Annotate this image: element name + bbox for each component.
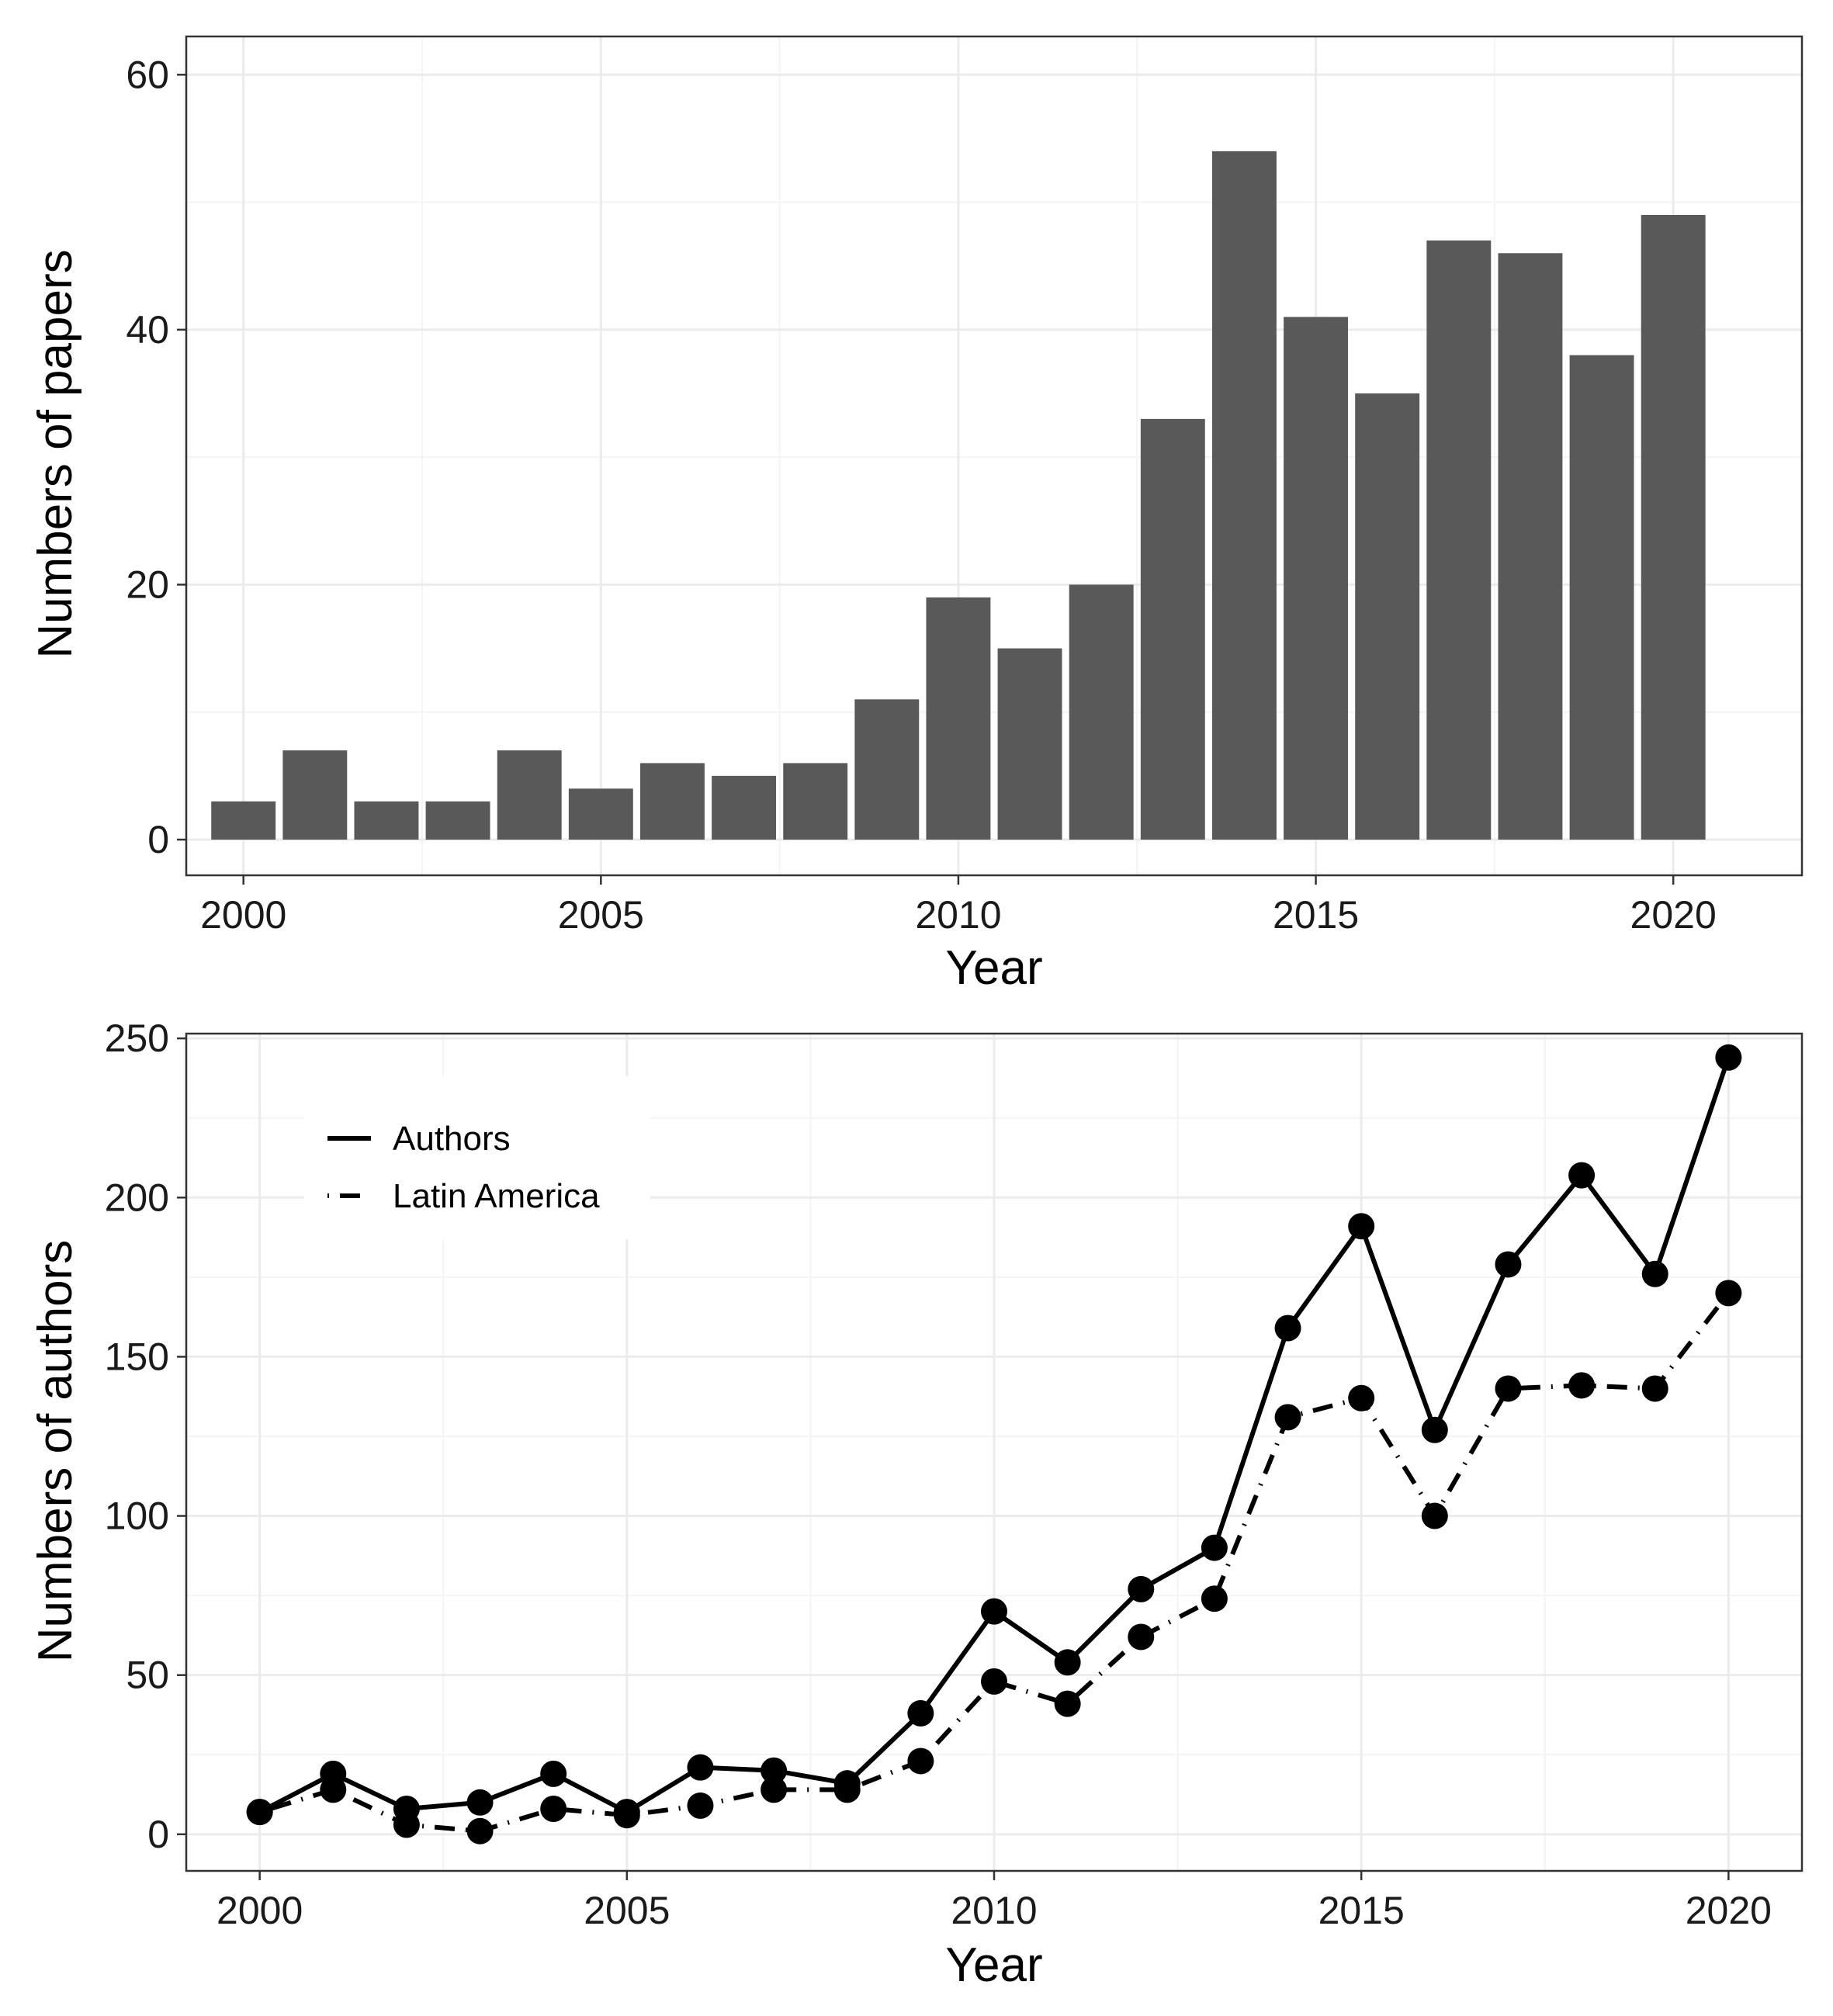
authors-point bbox=[1641, 1260, 1668, 1287]
authors-y-tick-labels: 0 50 100 150 200 250 bbox=[105, 1017, 169, 1856]
authors-point bbox=[540, 1760, 567, 1787]
latin-america-point bbox=[1274, 1404, 1301, 1431]
legend-background bbox=[304, 1076, 650, 1239]
p2-y-tick-label: 150 bbox=[105, 1335, 169, 1378]
papers-bar bbox=[354, 801, 419, 840]
p1-y-tick-label: 20 bbox=[126, 563, 169, 606]
authors-point bbox=[907, 1699, 934, 1727]
authors-point bbox=[687, 1754, 714, 1781]
p2-x-tick-label: 2005 bbox=[584, 1889, 670, 1932]
authors-x-tick-labels: 2000 2005 2010 2015 2020 bbox=[217, 1889, 1772, 1932]
papers-bars bbox=[211, 151, 1706, 840]
p2-y-tick-label: 50 bbox=[126, 1654, 169, 1697]
papers-bar bbox=[997, 648, 1062, 840]
papers-bar bbox=[1569, 355, 1634, 840]
latin-america-point bbox=[1715, 1280, 1742, 1307]
papers-x-axis-title: Year bbox=[945, 941, 1042, 995]
papers-bar bbox=[1284, 317, 1349, 840]
authors-x-axis-title: Year bbox=[945, 1938, 1042, 1992]
latin-america-point bbox=[1348, 1384, 1375, 1412]
p2-y-tick-label: 200 bbox=[105, 1176, 169, 1219]
papers-tick-marks bbox=[177, 74, 1675, 885]
authors-point bbox=[1495, 1251, 1522, 1278]
latin-america-point bbox=[246, 1799, 273, 1826]
papers-y-axis-title: Numbers of papers bbox=[29, 249, 82, 658]
latin-america-point bbox=[833, 1776, 861, 1803]
authors-point bbox=[1201, 1534, 1228, 1561]
latin-america-point bbox=[907, 1748, 934, 1775]
p1-y-tick-label: 0 bbox=[147, 818, 169, 861]
legend-label-authors: Authors bbox=[393, 1120, 511, 1158]
p1-y-tick-label: 60 bbox=[126, 53, 169, 96]
p1-x-tick-label: 2010 bbox=[915, 893, 1001, 937]
papers-bar bbox=[1211, 151, 1277, 840]
papers-bar bbox=[854, 699, 920, 840]
latin-america-point bbox=[540, 1795, 567, 1822]
authors-point bbox=[1421, 1416, 1448, 1443]
p2-x-tick-label: 2010 bbox=[951, 1889, 1037, 1932]
papers-bar bbox=[1140, 418, 1205, 840]
papers-bar bbox=[568, 788, 633, 840]
latin-america-point bbox=[981, 1668, 1007, 1695]
p2-x-tick-label: 2020 bbox=[1686, 1889, 1772, 1932]
p2-y-tick-label: 100 bbox=[105, 1495, 169, 1538]
p1-x-tick-label: 2020 bbox=[1630, 893, 1717, 937]
papers-bar bbox=[497, 750, 562, 840]
papers-bar bbox=[926, 597, 991, 840]
papers-y-tick-labels: 0 20 40 60 bbox=[126, 53, 169, 861]
p1-x-tick-label: 2005 bbox=[558, 893, 644, 937]
latin-america-point bbox=[613, 1802, 640, 1829]
papers-bar bbox=[282, 750, 348, 840]
latin-america-point bbox=[466, 1817, 494, 1845]
latin-america-point bbox=[1495, 1375, 1522, 1402]
p2-y-tick-label: 250 bbox=[105, 1017, 169, 1060]
authors-point bbox=[1568, 1162, 1596, 1189]
authors-point bbox=[1128, 1575, 1155, 1602]
authors-point bbox=[1348, 1213, 1375, 1240]
authors-point bbox=[981, 1598, 1007, 1625]
authors-point bbox=[1054, 1649, 1081, 1676]
papers-bar bbox=[211, 801, 276, 840]
papers-bar bbox=[1641, 215, 1706, 840]
papers-bar bbox=[425, 801, 490, 840]
p2-x-tick-label: 2000 bbox=[217, 1889, 303, 1932]
authors-chart: 2000 2005 2010 2015 2020 0 50 100 150 200 250 Yea… bbox=[29, 1017, 1804, 1992]
authors-point bbox=[761, 1757, 788, 1784]
authors-legend: Authors Latin America bbox=[304, 1076, 650, 1239]
papers-bar bbox=[712, 775, 777, 840]
legend-label-latin-america: Latin America bbox=[393, 1177, 600, 1215]
latin-america-point bbox=[320, 1776, 347, 1803]
papers-chart: 2000 2005 2010 2015 2020 0 20 40 60 Year Number… bbox=[29, 35, 1804, 995]
latin-america-point bbox=[1568, 1372, 1596, 1399]
authors-point bbox=[1715, 1044, 1742, 1071]
papers-bar bbox=[1498, 253, 1563, 840]
p1-x-tick-label: 2015 bbox=[1273, 893, 1359, 937]
p1-y-tick-label: 40 bbox=[126, 308, 169, 352]
papers-bar bbox=[1426, 240, 1492, 840]
latin-america-point bbox=[1054, 1690, 1081, 1717]
authors-point bbox=[466, 1789, 494, 1816]
papers-panel-border bbox=[185, 35, 1804, 877]
papers-bar bbox=[1355, 393, 1420, 840]
latin-america-point bbox=[1641, 1375, 1668, 1402]
authors-tick-marks bbox=[177, 1037, 1730, 1880]
papers-bar bbox=[783, 763, 848, 840]
papers-bar bbox=[1069, 584, 1134, 840]
p2-y-tick-label: 0 bbox=[147, 1813, 169, 1856]
papers-x-tick-labels: 2000 2005 2010 2015 2020 bbox=[200, 893, 1717, 937]
authors-y-axis-title: Numbers of authors bbox=[29, 1240, 82, 1662]
latin-america-point bbox=[1201, 1585, 1228, 1612]
latin-america-point bbox=[1128, 1623, 1155, 1651]
p2-x-tick-label: 2015 bbox=[1318, 1889, 1405, 1932]
latin-america-point bbox=[761, 1776, 788, 1803]
latin-america-point bbox=[1421, 1502, 1448, 1529]
papers-bar bbox=[639, 763, 705, 840]
authors-series-points bbox=[246, 1044, 1742, 1845]
latin-america-point bbox=[687, 1792, 714, 1819]
p1-x-tick-label: 2000 bbox=[200, 893, 286, 937]
latin-america-point bbox=[393, 1811, 420, 1838]
authors-point bbox=[1274, 1315, 1301, 1342]
